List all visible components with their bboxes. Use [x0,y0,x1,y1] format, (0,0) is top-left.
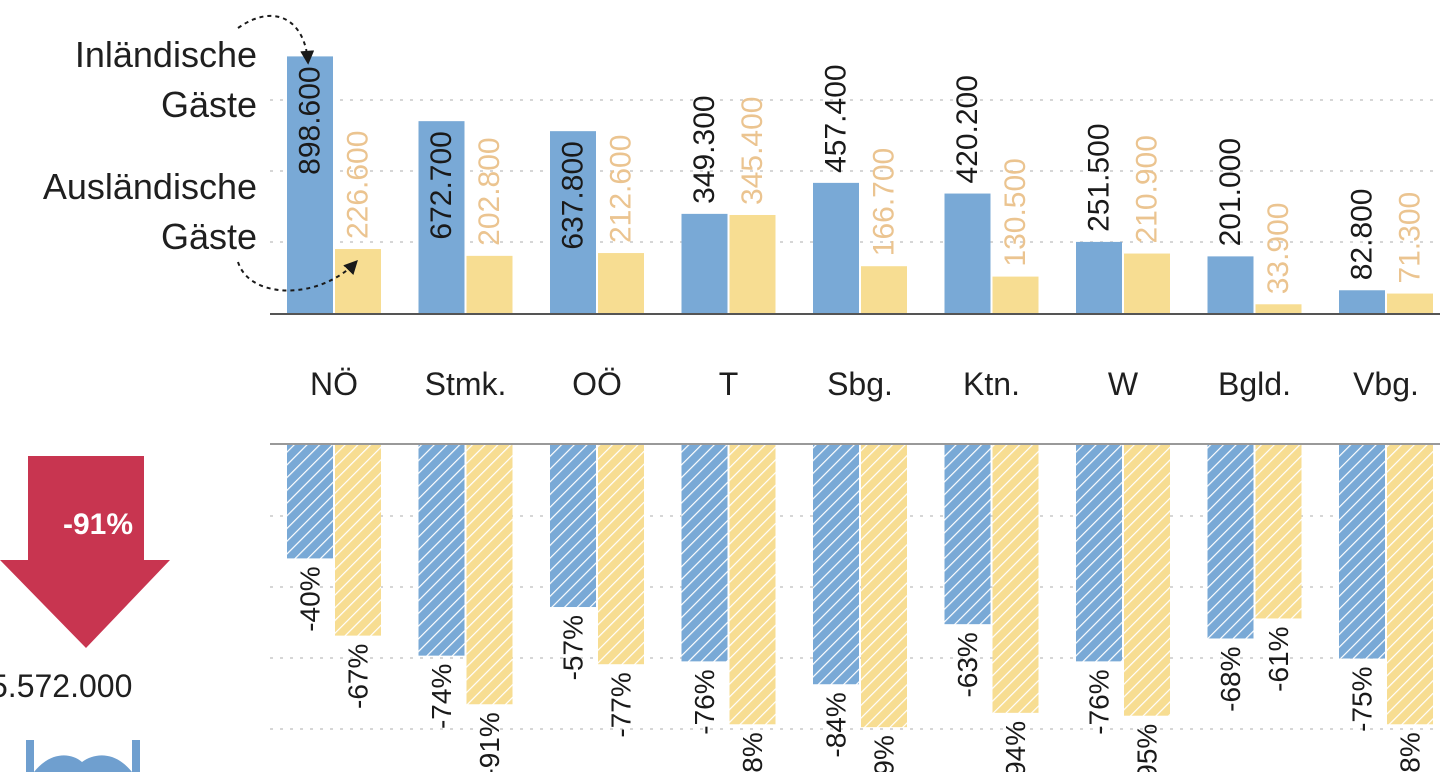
change-bar-ausland-t [729,444,776,725]
bar-inland-stmk [418,121,465,314]
bar-inland-vbg [1339,290,1385,314]
change-bar-ausland-n [335,444,381,636]
value-label-ausland-o: 212.600 [605,135,638,243]
change-label-inland-w: -76% [1084,669,1115,734]
change-label-inland-sbg: -84% [821,692,852,757]
change-label-ausland-n: -67% [343,644,374,709]
change-label-ausland-vbg: -98% [1395,732,1426,772]
bar-ausland-o [598,253,644,314]
bar-inland-bgld [1207,256,1254,314]
change-label-ausland-stmk: -91% [474,712,505,772]
value-label-inland-o: 637.800 [557,141,590,249]
change-label: -91% [62,508,134,541]
change-bar-ausland-vbg [1387,444,1433,725]
value-label-ausland-bgld: 33.900 [1262,203,1295,295]
change-label-ausland-sbg: -99% [869,735,900,772]
bed-icon [26,740,140,772]
change-label-inland-n: -40% [295,566,326,631]
change-bar-inland-stmk [418,444,465,656]
bar-inland-w [1076,241,1122,314]
category-label-vbg: Vbg. [1353,366,1419,402]
change-label-inland-ktn: -63% [952,632,983,697]
category-label-ktn: Ktn. [963,366,1020,402]
down-arrow-icon [0,456,170,648]
legend-inland-line2: Gäste [160,84,257,125]
value-label-ausland-ktn: 130.500 [999,158,1032,266]
bar-ausland-sbg [861,266,907,314]
change-bar-ausland-o [598,444,644,665]
legend-ausland-line1: Ausländische [42,166,257,207]
change-bar-inland-t [681,444,728,662]
bar-ausland-ktn [992,276,1039,314]
value-label-inland-stmk: 672.700 [425,131,458,239]
change-label-inland-stmk: -74% [426,664,457,729]
value-label-ausland-sbg: 166.700 [868,148,901,256]
bar-ausland-bgld [1255,304,1302,314]
value-label-inland-w: 251.500 [1083,123,1116,231]
change-label-ausland-o: -77% [606,672,637,737]
legend-inland-label: Inländische Gäste [75,30,257,130]
change-bar-ausland-sbg [861,444,907,728]
change-label-ausland-ktn: -94% [1000,721,1031,772]
change-label-inland-bgld: -68% [1215,646,1246,711]
bar-ausland-t [729,214,776,314]
change-bar-inland-sbg [813,444,859,685]
value-label-ausland-t: 345.400 [736,97,769,205]
category-label-stmk: Stmk. [425,366,507,402]
change-bar-ausland-ktn [992,444,1039,713]
value-label-inland-t: 349.300 [688,95,721,203]
change-bar-inland-n [287,444,333,559]
legend-pointer-inland [237,14,315,65]
change-label-ausland-w: -95% [1132,724,1163,772]
value-label-inland-bgld: 201.000 [1214,138,1247,246]
change-bar-inland-bgld [1207,444,1254,639]
category-label-t: T [719,366,739,402]
value-label-inland-sbg: 457.400 [820,64,853,172]
change-bar-ausland-w [1124,444,1170,716]
change-bar-ausland-bgld [1255,444,1302,619]
change-bar-inland-o [550,444,596,608]
value-label-ausland-w: 210.900 [1131,135,1164,243]
bar-inland-o [550,131,596,314]
value-label-inland-vbg: 82.800 [1346,188,1379,280]
change-bar-ausland-stmk [466,444,513,705]
change-label-ausland-bgld: -61% [1263,626,1294,691]
legend-inland-line1: Inländische [74,34,257,75]
category-label-w: W [1108,366,1139,402]
bar-ausland-stmk [466,255,513,314]
change-bar-inland-vbg [1339,444,1385,659]
change-label-inland-t: -76% [689,669,720,734]
bar-ausland-n [335,249,381,314]
bar-inland-ktn [944,193,991,314]
value-label-ausland-vbg: 71.300 [1394,192,1427,284]
change-label-inland-vbg: -75% [1347,667,1378,732]
category-label-o: OÖ [572,366,622,402]
total-overnights: 5.572.000 [0,668,133,704]
category-label-bgld: Bgld. [1218,366,1291,402]
bar-inland-sbg [813,182,859,314]
bar-ausland-w [1124,253,1170,314]
value-label-ausland-stmk: 202.800 [473,137,506,245]
value-label-inland-n: 898.600 [294,66,327,174]
change-label-ausland-t: -98% [737,732,768,772]
change-bar-inland-ktn [944,444,991,625]
value-label-ausland-n: 226.600 [342,131,375,239]
bar-inland-n [287,56,333,314]
category-label-sbg: Sbg. [827,366,893,402]
legend-ausland-line2: Gäste [160,216,257,257]
value-label-inland-ktn: 420.200 [951,75,984,183]
category-label-n: NÖ [310,366,358,402]
bar-inland-t [681,213,728,314]
change-bar-inland-w [1076,444,1122,662]
bar-ausland-vbg [1387,293,1433,314]
legend-ausland-label: Ausländische Gäste [43,162,257,262]
change-label-inland-o: -57% [558,615,589,680]
